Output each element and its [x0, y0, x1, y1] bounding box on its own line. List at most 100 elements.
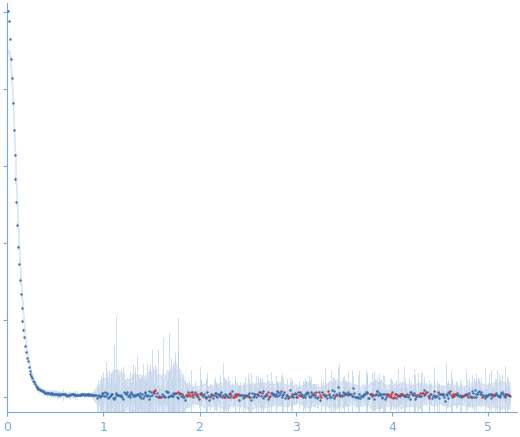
- Point: [419, 390, 427, 397]
- Point: [65, 392, 73, 399]
- Point: [372, 390, 380, 397]
- Point: [504, 392, 513, 399]
- Point: [236, 396, 244, 403]
- Point: [168, 393, 177, 400]
- Point: [17, 291, 25, 298]
- Point: [127, 389, 136, 396]
- Point: [174, 389, 183, 396]
- Point: [497, 390, 505, 397]
- Point: [146, 393, 154, 400]
- Point: [288, 393, 296, 400]
- Point: [504, 391, 512, 398]
- Point: [144, 392, 152, 399]
- Point: [211, 389, 219, 396]
- Point: [230, 392, 239, 399]
- Point: [69, 391, 77, 398]
- Point: [430, 391, 438, 398]
- Point: [100, 392, 108, 399]
- Point: [229, 393, 237, 400]
- Point: [292, 390, 300, 397]
- Point: [225, 394, 233, 401]
- Point: [287, 393, 295, 400]
- Point: [188, 388, 197, 395]
- Point: [27, 373, 35, 380]
- Point: [331, 393, 340, 400]
- Point: [165, 393, 174, 400]
- Point: [201, 395, 210, 402]
- Point: [484, 392, 492, 399]
- Point: [250, 391, 258, 398]
- Point: [55, 391, 63, 398]
- Point: [356, 395, 364, 402]
- Point: [236, 391, 244, 398]
- Point: [317, 393, 326, 400]
- Point: [387, 394, 396, 401]
- Point: [145, 395, 153, 402]
- Point: [362, 389, 371, 396]
- Point: [503, 391, 511, 398]
- Point: [459, 392, 467, 399]
- Point: [209, 394, 217, 401]
- Point: [279, 391, 288, 398]
- Point: [145, 387, 153, 394]
- Point: [159, 392, 167, 399]
- Point: [173, 394, 181, 401]
- Point: [67, 391, 75, 398]
- Point: [358, 392, 367, 399]
- Point: [337, 391, 345, 398]
- Point: [383, 392, 392, 399]
- Point: [293, 393, 302, 400]
- Point: [78, 391, 86, 398]
- Point: [139, 392, 148, 399]
- Point: [109, 395, 118, 402]
- Point: [412, 393, 420, 400]
- Point: [169, 390, 177, 397]
- Point: [150, 390, 159, 397]
- Point: [203, 388, 212, 395]
- Point: [395, 391, 403, 398]
- Point: [154, 394, 163, 401]
- Point: [106, 392, 114, 399]
- Point: [446, 387, 454, 394]
- Point: [8, 74, 16, 81]
- Point: [275, 392, 283, 399]
- Point: [344, 388, 353, 395]
- Point: [167, 393, 176, 400]
- Point: [254, 392, 263, 399]
- Point: [422, 388, 430, 395]
- Point: [116, 392, 125, 399]
- Point: [448, 390, 457, 397]
- Point: [358, 392, 366, 399]
- Point: [434, 389, 442, 396]
- Point: [336, 392, 344, 399]
- Point: [219, 392, 227, 399]
- Point: [175, 391, 184, 398]
- Point: [352, 394, 360, 401]
- Point: [378, 394, 386, 401]
- Point: [179, 394, 188, 401]
- Point: [354, 394, 362, 401]
- Point: [475, 388, 483, 395]
- Point: [251, 391, 259, 398]
- Point: [462, 391, 470, 398]
- Point: [489, 392, 497, 399]
- Point: [253, 391, 262, 398]
- Point: [253, 390, 261, 397]
- Point: [463, 391, 472, 398]
- Point: [177, 392, 185, 399]
- Point: [353, 394, 361, 401]
- Point: [386, 392, 394, 399]
- Point: [23, 354, 31, 361]
- Point: [430, 388, 438, 395]
- Point: [326, 393, 334, 400]
- Point: [197, 389, 205, 396]
- Point: [330, 395, 339, 402]
- Point: [431, 393, 439, 400]
- Point: [227, 392, 236, 399]
- Point: [121, 389, 129, 396]
- Point: [252, 394, 260, 401]
- Point: [238, 392, 246, 399]
- Point: [50, 390, 58, 397]
- Point: [345, 390, 354, 397]
- Point: [128, 390, 136, 397]
